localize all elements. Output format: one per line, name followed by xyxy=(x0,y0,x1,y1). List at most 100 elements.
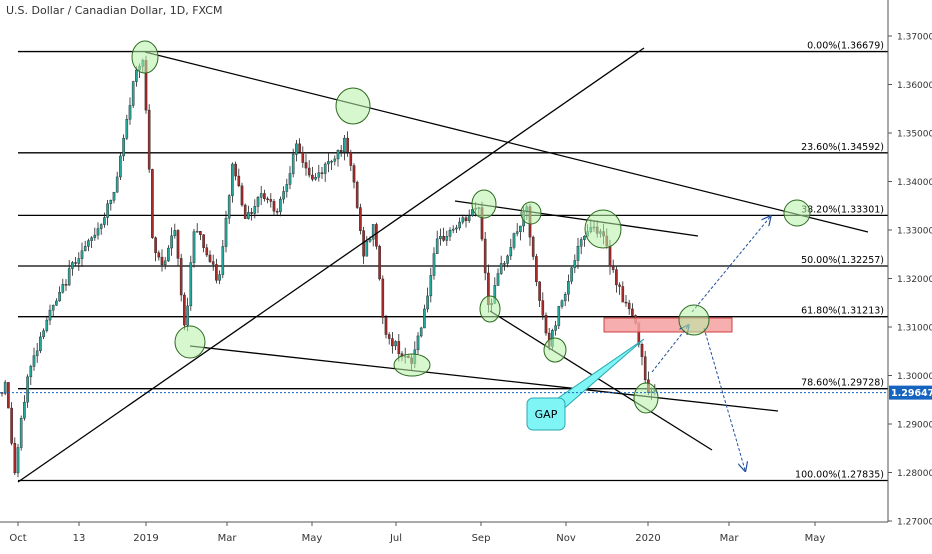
candle-body xyxy=(535,256,538,283)
projection-arrow-up[interactable] xyxy=(691,217,770,313)
candle-body xyxy=(211,261,215,265)
candle-body xyxy=(74,262,77,264)
candle-body xyxy=(378,246,381,280)
highlight-circle[interactable] xyxy=(335,87,371,125)
candle-body xyxy=(7,382,10,409)
candle-body xyxy=(122,137,125,157)
candle-body xyxy=(13,443,17,474)
candle-body xyxy=(576,245,580,261)
candle-body xyxy=(218,274,221,281)
candle-body xyxy=(288,173,292,185)
candle-body xyxy=(570,267,573,282)
candle-body xyxy=(170,235,173,249)
trendline-lower-descending[interactable] xyxy=(189,345,779,412)
resistance-zone[interactable] xyxy=(603,317,733,333)
highlight-circle[interactable] xyxy=(174,325,206,359)
candle-body xyxy=(42,330,45,338)
x-tick-label: 2020 xyxy=(635,533,660,544)
x-tick-label: Oct xyxy=(9,533,26,544)
highlight-circle[interactable] xyxy=(131,40,159,74)
x-tick-label: Mar xyxy=(720,533,740,544)
candle-body xyxy=(279,198,282,213)
projection-arrow-short[interactable] xyxy=(651,326,688,373)
candle-body xyxy=(538,281,541,301)
candle-body xyxy=(320,172,324,174)
candle-body xyxy=(365,240,369,257)
candle-body xyxy=(327,161,330,165)
candle-body xyxy=(397,341,401,354)
candle-body xyxy=(80,250,84,259)
candle-body xyxy=(467,215,471,221)
candle-body xyxy=(304,162,308,169)
candle-body xyxy=(266,198,269,201)
candle-body xyxy=(3,382,7,394)
x-tick-label: 13 xyxy=(73,533,86,544)
trendline-channel-bottom[interactable] xyxy=(489,310,713,451)
candle-body xyxy=(391,338,394,347)
candle-body xyxy=(109,200,113,204)
candle-body xyxy=(631,308,634,316)
candle-body xyxy=(240,185,244,206)
candle-body xyxy=(445,236,449,241)
candle-body xyxy=(26,376,29,403)
candle-body xyxy=(621,286,625,303)
candle-body xyxy=(384,317,388,335)
candle-body xyxy=(352,165,356,183)
candle-body xyxy=(263,193,266,200)
candle-body xyxy=(442,236,445,241)
x-tick-label: Sep xyxy=(472,533,491,544)
candle-body xyxy=(554,325,557,331)
y-axis-ticks: 1.37000 1.36000 1.35000 1.34000 1.33000 1.320… xyxy=(888,33,932,528)
candle-body xyxy=(103,217,106,225)
candle-body xyxy=(573,260,577,269)
candle-body xyxy=(455,227,458,230)
candle-body xyxy=(519,225,522,232)
y-tick-label: 1.31000 xyxy=(897,324,932,334)
candle-body xyxy=(503,263,506,265)
highlight-circle[interactable] xyxy=(471,189,497,219)
y-tick-label: 1.34000 xyxy=(897,178,932,188)
candle-body xyxy=(29,366,33,378)
x-tick-label: Mar xyxy=(218,533,238,544)
highlight-circle[interactable] xyxy=(633,382,659,414)
highlight-circle[interactable] xyxy=(479,295,501,323)
candle-body xyxy=(45,319,49,331)
x-axis-ticks: Oct 13 2019 Mar May Jul Sep Nov 2020 Mar May xyxy=(9,522,825,544)
candle-body xyxy=(93,234,97,238)
highlight-circles xyxy=(131,40,811,414)
candle-body xyxy=(618,284,621,287)
chart-title: U.S. Dollar / Canadian Dollar, 1D, FXCM xyxy=(6,4,223,17)
candle-body xyxy=(205,247,209,256)
candle-body xyxy=(435,238,439,254)
highlight-circle[interactable] xyxy=(584,209,622,249)
candle-body xyxy=(192,231,196,263)
y-tick-label: 1.28000 xyxy=(897,469,932,479)
trendline-ascending[interactable] xyxy=(17,47,645,483)
candle-body xyxy=(512,233,516,248)
y-tick-label: 1.29000 xyxy=(897,421,932,431)
highlight-circle[interactable] xyxy=(543,337,567,363)
current-price: 1.29647 xyxy=(0,385,932,400)
candle-body xyxy=(176,230,180,259)
candle-body xyxy=(567,281,570,295)
highlight-circle[interactable] xyxy=(520,201,542,225)
candle-body xyxy=(394,341,397,347)
gap-callout-box[interactable] xyxy=(526,397,566,431)
candle-body xyxy=(448,229,452,237)
candle-body xyxy=(147,109,151,170)
candle-body xyxy=(381,278,385,318)
x-tick-label: 2019 xyxy=(133,533,158,544)
candle-body xyxy=(317,172,321,178)
candle-body xyxy=(55,300,58,306)
highlight-circle[interactable] xyxy=(393,353,431,377)
candle-body xyxy=(227,195,231,219)
highlight-circle[interactable] xyxy=(783,199,811,227)
candle-body xyxy=(307,167,311,176)
candle-body xyxy=(301,152,305,163)
highlight-circle[interactable] xyxy=(678,304,710,336)
candle-body xyxy=(643,356,647,380)
trendline-upper-descending[interactable] xyxy=(144,51,869,233)
y-tick-label: 1.32000 xyxy=(897,275,932,285)
